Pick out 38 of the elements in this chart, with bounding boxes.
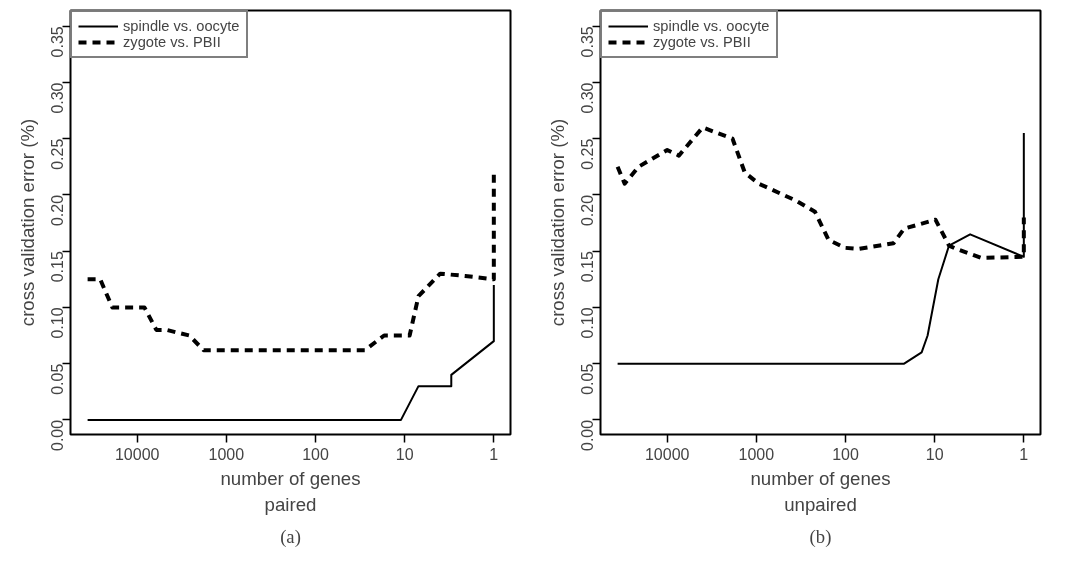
y-tick-label: 0.00 bbox=[579, 419, 597, 452]
x-axis-title: number of genes bbox=[750, 467, 891, 489]
x-tick-label: 1 bbox=[489, 445, 499, 463]
legend-label: spindle vs. oocyte bbox=[653, 18, 770, 34]
x-tick-label: 1000 bbox=[738, 445, 775, 463]
y-tick-label: 0.20 bbox=[49, 194, 67, 227]
y-tick-label: 0.20 bbox=[579, 194, 597, 227]
x-tick-label: 10000 bbox=[114, 445, 160, 463]
x-tick-label: 1000 bbox=[208, 445, 245, 463]
y-tick-label: 0.25 bbox=[579, 138, 597, 170]
y-tick-label: 0.15 bbox=[49, 251, 67, 283]
y-tick-label: 0.35 bbox=[49, 26, 67, 58]
legend-label: zygote vs. PBII bbox=[653, 34, 751, 50]
text: paired bbox=[264, 493, 317, 515]
x-tick-label: 100 bbox=[832, 445, 859, 463]
text: (b) bbox=[809, 525, 832, 548]
x-tick-label: 1 bbox=[1019, 445, 1029, 463]
x-axis-title: number of genes bbox=[220, 467, 361, 489]
y-tick-label: 0.05 bbox=[49, 363, 67, 395]
y-tick-label: 0.35 bbox=[579, 26, 597, 58]
x-tick-label: 10 bbox=[925, 445, 944, 463]
y-tick-label: 0.15 bbox=[579, 251, 597, 283]
x-tick-label: 10000 bbox=[644, 445, 690, 463]
x-tick-label: 10 bbox=[395, 445, 414, 463]
legend-label: spindle vs. oocyte bbox=[123, 18, 240, 34]
y-tick-label: 0.10 bbox=[579, 307, 597, 339]
y-tick-label: 0.30 bbox=[49, 82, 67, 114]
x-tick-label: 100 bbox=[302, 445, 329, 463]
y-tick-label: 0.05 bbox=[579, 363, 597, 395]
legend-label: zygote vs. PBII bbox=[123, 34, 221, 50]
y-tick-label: 0.25 bbox=[49, 138, 67, 170]
y-tick-label: 0.30 bbox=[579, 82, 597, 114]
y-axis-title: cross validation error (%) bbox=[546, 118, 568, 327]
text: unpaired bbox=[784, 493, 857, 515]
y-axis-title: cross validation error (%) bbox=[16, 118, 38, 327]
y-tick-label: 0.00 bbox=[49, 419, 67, 452]
y-tick-label: 0.10 bbox=[49, 307, 67, 339]
text: (a) bbox=[280, 525, 301, 548]
